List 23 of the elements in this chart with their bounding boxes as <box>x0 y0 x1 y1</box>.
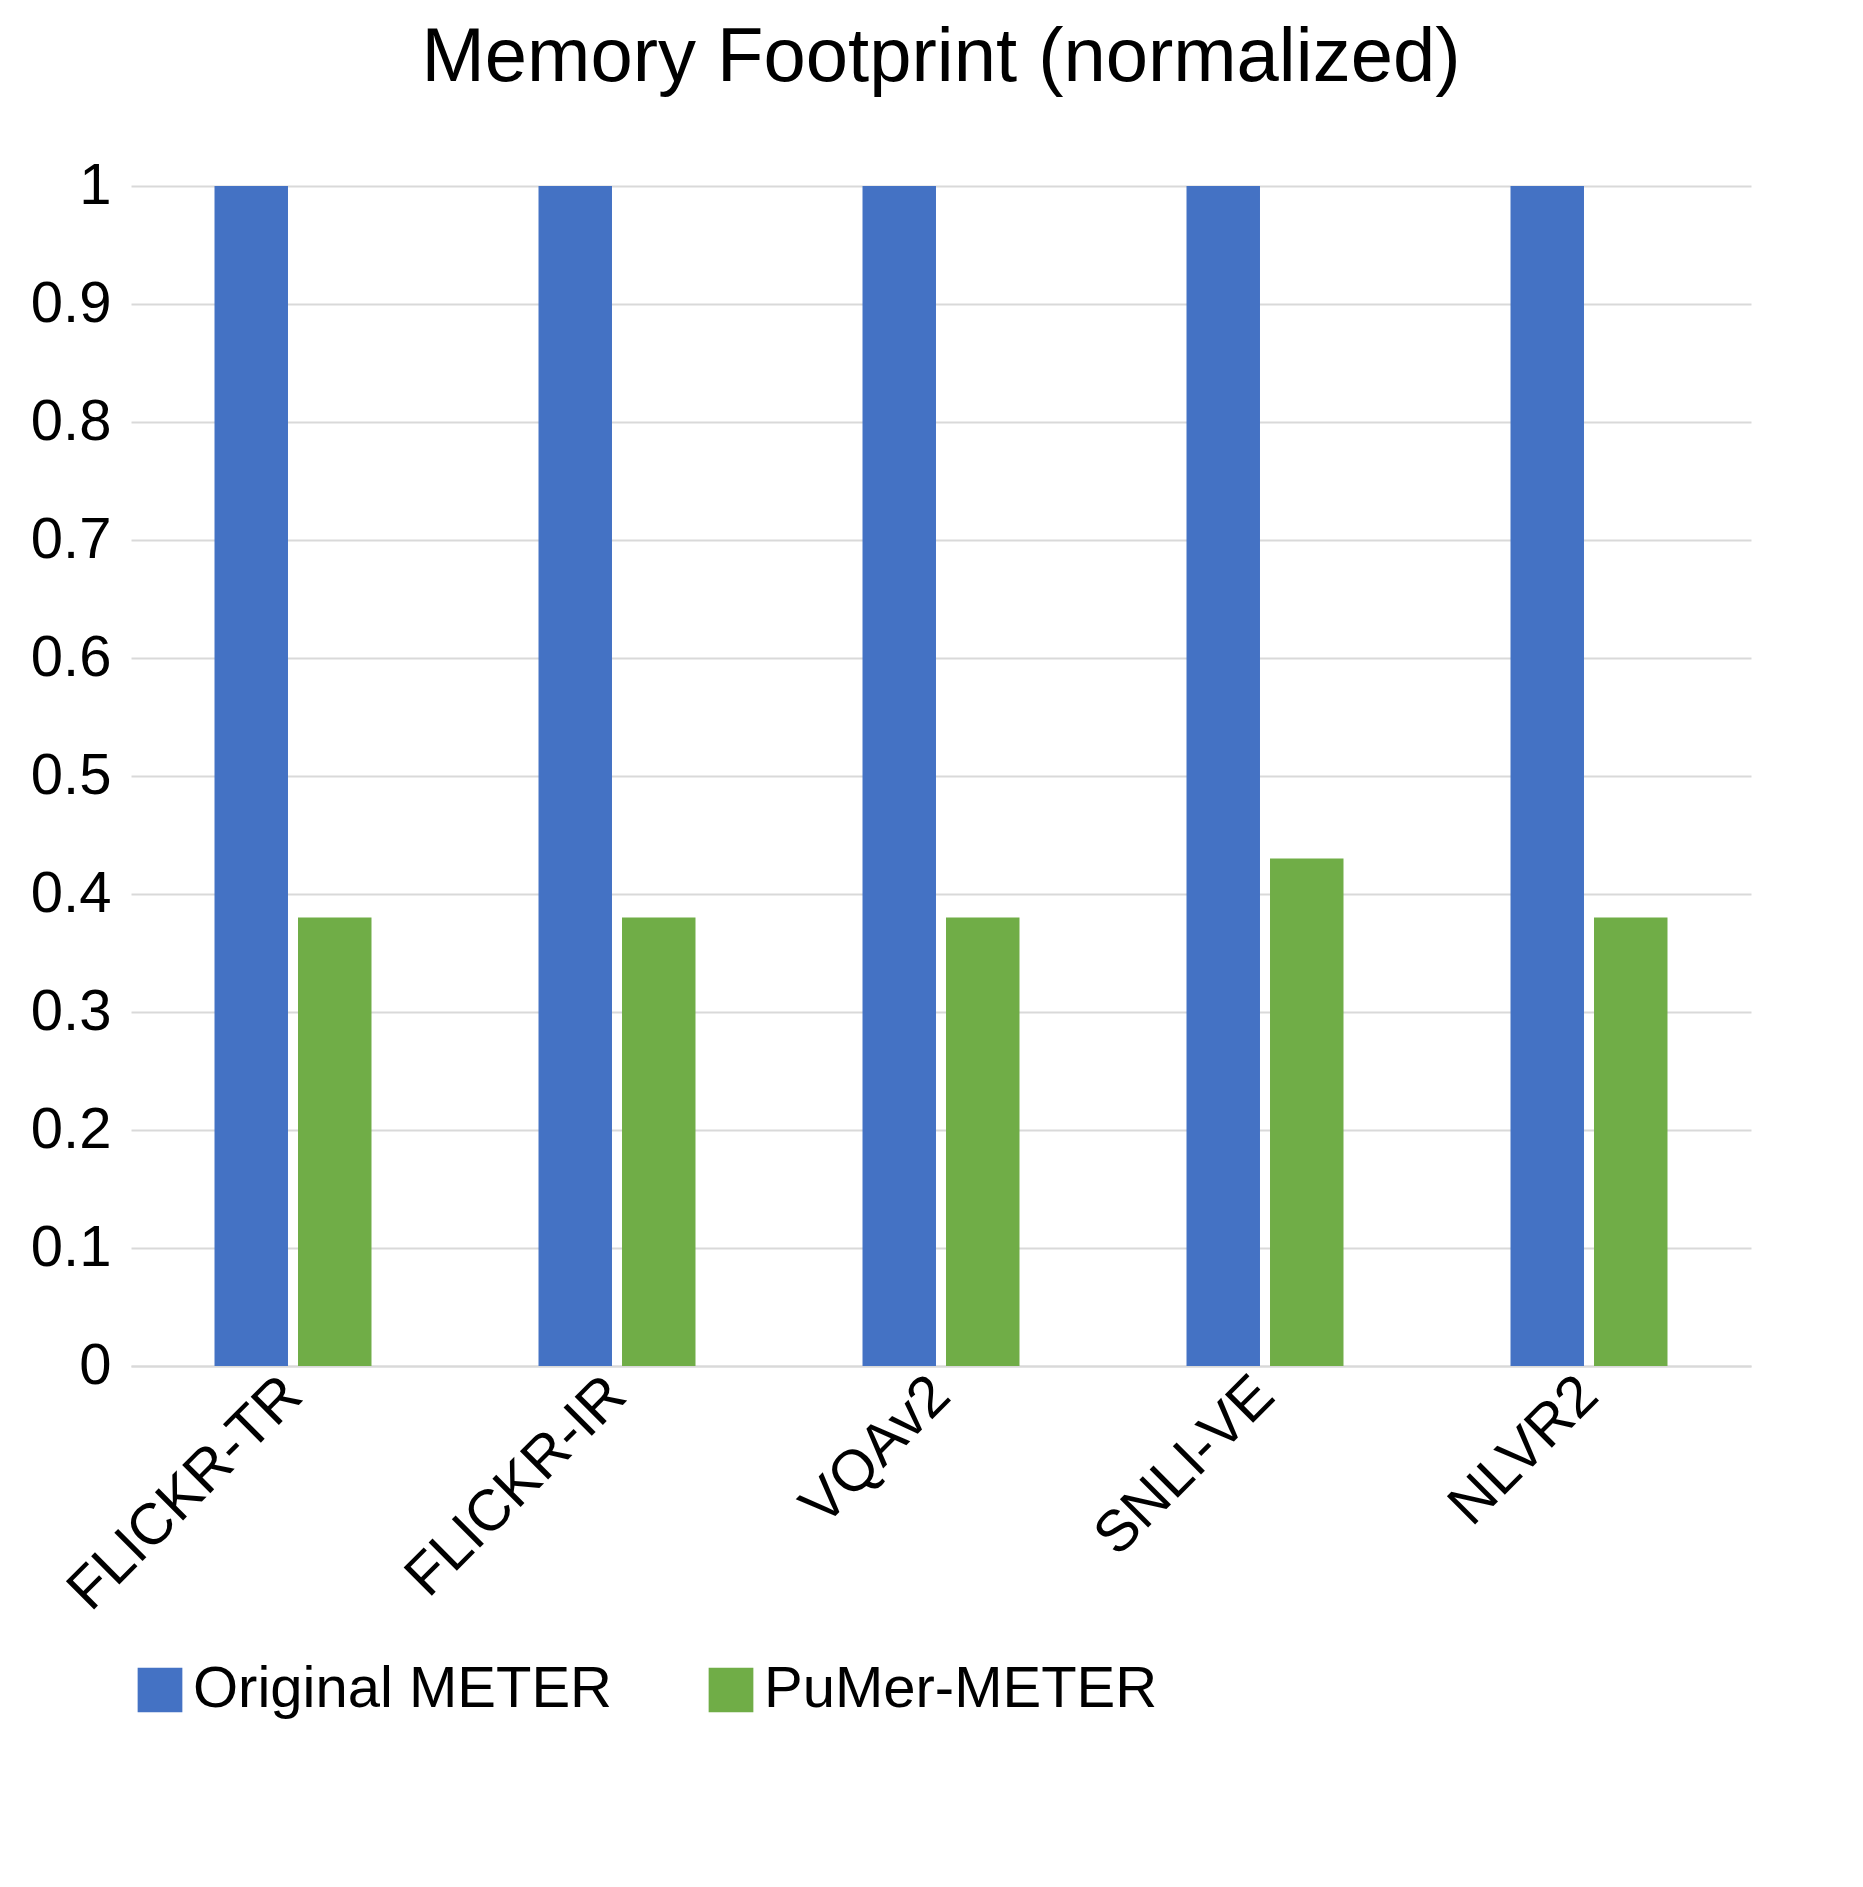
bar <box>1510 186 1584 1366</box>
y-tick-label: 0.5 <box>30 740 112 806</box>
y-tick-label: 0.8 <box>30 386 112 452</box>
y-tick-label: 1 <box>79 150 112 216</box>
legend-label: PuMer-METER <box>764 1654 1158 1719</box>
bar <box>214 186 288 1366</box>
bar <box>1594 917 1668 1366</box>
bar <box>298 917 372 1366</box>
bar <box>862 186 936 1366</box>
bar <box>622 917 696 1366</box>
bar <box>1270 858 1344 1366</box>
y-tick-label: 0.6 <box>30 622 112 688</box>
legend-label: Original METER <box>193 1654 612 1719</box>
y-tick-label: 0.2 <box>30 1094 112 1160</box>
y-tick-label: 0.4 <box>30 858 112 924</box>
chart-title: Memory Footprint (normalized) <box>421 12 1461 97</box>
bar <box>1186 186 1260 1366</box>
bar <box>538 186 612 1366</box>
y-tick-label: 0.7 <box>30 504 112 570</box>
y-tick-label: 0.9 <box>30 268 112 334</box>
y-tick-label: 0.1 <box>30 1212 112 1278</box>
y-tick-label: 0.3 <box>30 976 112 1042</box>
bar <box>946 917 1020 1366</box>
